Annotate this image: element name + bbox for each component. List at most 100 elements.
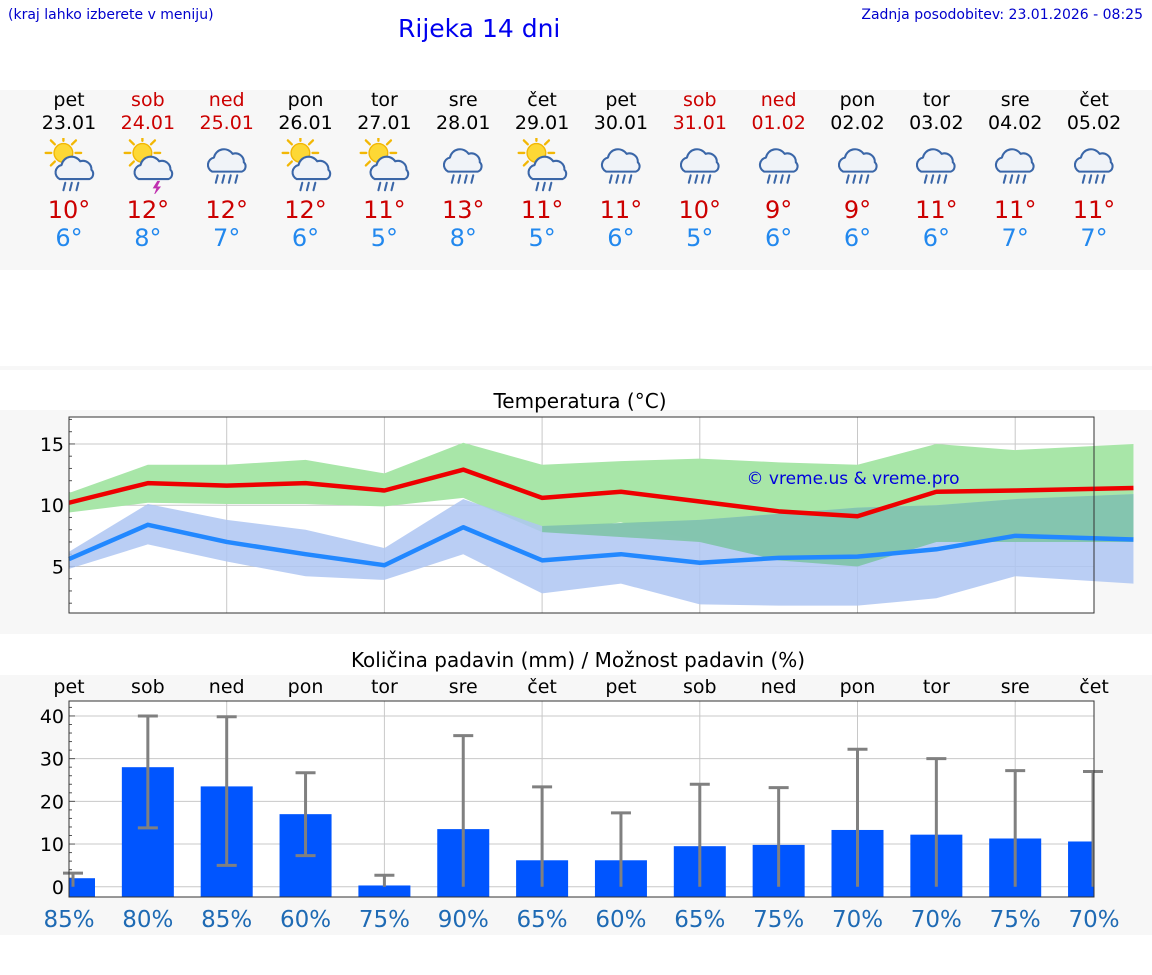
y-tick-label: 0	[52, 877, 64, 899]
min-temp: 5°	[686, 224, 714, 252]
max-temp: 12°	[284, 196, 327, 224]
y-tick-label: 40	[40, 706, 64, 728]
day-column[interactable]: čet 05.02 11° 7°	[1054, 88, 1134, 252]
day-column[interactable]: sre 28.01 13° 8°	[423, 88, 503, 252]
x-category-label: pet	[605, 676, 636, 698]
precip-probability-label: 70%	[832, 907, 883, 933]
sun-cloud-rain-icon	[281, 138, 331, 192]
max-temp: 11°	[520, 196, 564, 224]
x-category-label: pon	[288, 676, 324, 698]
precip-bar	[358, 885, 411, 897]
precip-probability-label: 90%	[438, 907, 489, 933]
day-column[interactable]: pet 30.01 11° 6°	[581, 88, 661, 252]
day-column[interactable]: ned 01.02 9° 6°	[739, 88, 819, 252]
precip-probability-label: 70%	[911, 907, 962, 933]
separator-band	[0, 366, 1152, 370]
temp-band-overlap	[542, 494, 1134, 567]
precip-error-bar	[768, 786, 789, 887]
min-temp: 8°	[449, 224, 477, 252]
cloud-rain-icon	[443, 148, 483, 184]
x-category-label: tor	[923, 676, 950, 698]
day-date: 04.02	[987, 112, 1043, 134]
day-column[interactable]: sob 24.01 12° 8°	[108, 88, 188, 252]
day-column[interactable]: pet 23.01 10° 6°	[29, 88, 109, 252]
precip-probability-label: 70%	[1068, 907, 1119, 933]
day-name: sre	[1000, 89, 1030, 111]
precip-error-bar	[1005, 769, 1026, 887]
precip-probability-label: 85%	[43, 907, 94, 933]
day-date: 26.01	[278, 112, 333, 134]
max-temp: 12°	[126, 196, 170, 224]
day-column[interactable]: tor 03.02 11° 6°	[896, 88, 976, 252]
max-temp: 13°	[441, 196, 485, 224]
x-category-label: tor	[371, 676, 398, 698]
day-column[interactable]: ned 25.01 12° 7°	[187, 88, 267, 252]
day-column[interactable]: tor 27.01 11° 5°	[344, 88, 424, 252]
cloud-rain-icon	[758, 148, 799, 184]
watermark: © vreme.us & vreme.pro	[746, 469, 959, 489]
max-temp: 12°	[205, 196, 248, 224]
precip-probability-label: 60%	[595, 907, 646, 933]
forecast-band	[0, 90, 1152, 270]
day-name: pon	[839, 89, 876, 111]
y-tick-label: 20	[40, 791, 64, 813]
min-temp: 7°	[1001, 224, 1029, 252]
cloud-rain-icon	[995, 148, 1035, 184]
precip-probability-label: 75%	[990, 907, 1041, 933]
min-temp: 7°	[213, 224, 241, 252]
min-temp: 6°	[291, 224, 320, 252]
x-category-label: čet	[1079, 676, 1109, 698]
precip-error-bar	[1083, 769, 1103, 887]
precip-error-bar	[926, 757, 947, 887]
max-temp: 11°	[993, 196, 1037, 224]
x-category-label: sre	[449, 676, 478, 698]
day-column[interactable]: sob 31.01 10° 5°	[660, 88, 740, 252]
day-date: 28.01	[436, 112, 491, 134]
plot-frame	[68, 416, 1095, 614]
precip-error-bar	[216, 715, 237, 867]
min-temp: 6°	[843, 224, 872, 252]
menu-hint[interactable]: (kraj lahko izberete v meniju)	[8, 7, 214, 23]
y-tick-label: 5	[52, 556, 64, 578]
max-temp: 11°	[363, 196, 406, 224]
day-name: čet	[1079, 89, 1109, 111]
day-date: 23.01	[41, 112, 97, 134]
day-column[interactable]: čet 29.01 11° 5°	[502, 88, 582, 252]
chart-title: Temperatura (°C)	[492, 389, 666, 413]
day-column[interactable]: pon 02.02 9° 6°	[818, 88, 898, 252]
min-temp: 6°	[765, 224, 793, 252]
last-update: Zadnja posodobitev: 23.01.2026 - 08:25	[861, 7, 1143, 23]
day-column[interactable]: sre 04.02 11° 7°	[975, 88, 1055, 252]
day-date: 27.01	[357, 112, 412, 134]
page-title: Rijeka 14 dni	[398, 14, 561, 43]
cloud-rain-icon	[916, 148, 956, 184]
plot-frame	[68, 700, 1095, 898]
x-category-label: ned	[761, 676, 797, 698]
min-temp: 8°	[134, 224, 162, 252]
max-temp: 9°	[843, 196, 872, 224]
x-category-label: sob	[131, 676, 165, 698]
precip-probability-label: 75%	[359, 907, 410, 933]
min-temp: 5°	[528, 224, 556, 252]
day-name: ned	[208, 89, 245, 111]
day-name: pet	[605, 89, 637, 111]
temperature-chart: Temperatura (°C) 5 10 15 © vreme.us & vreme.…	[40, 389, 1134, 614]
min-temp: 7°	[1080, 224, 1108, 252]
cloud-rain-icon	[600, 148, 641, 184]
precip-error-bar	[374, 873, 395, 887]
max-temp-line	[68, 467, 1134, 519]
day-name: sob	[683, 89, 717, 111]
day-column[interactable]: pon 26.01 12° 6°	[266, 88, 346, 252]
day-date: 25.01	[199, 112, 254, 134]
precip-error-bar	[532, 785, 553, 887]
day-date: 30.01	[593, 112, 649, 134]
day-name: pon	[287, 89, 324, 111]
min-temp-line	[68, 522, 1134, 568]
precip-probability-label: 60%	[280, 907, 331, 933]
day-date: 03.02	[909, 112, 964, 134]
day-date: 24.01	[120, 112, 176, 134]
day-name: tor	[922, 89, 950, 111]
precip-error-bar	[453, 734, 474, 887]
precip-bar	[69, 878, 95, 897]
day-name: ned	[760, 89, 797, 111]
